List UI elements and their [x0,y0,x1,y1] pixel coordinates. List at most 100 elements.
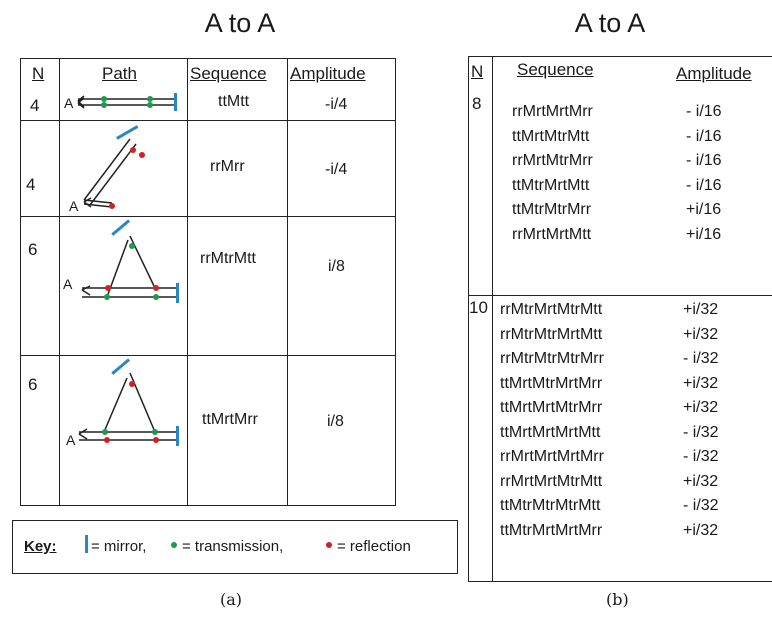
sequence-item: rrMrtMrtMrr [512,103,593,120]
mirror-icon [111,219,131,236]
sequence-item: ttMrtMrtMrtMtt [500,423,601,441]
sequence-item: rrMrtMtrMrr [512,152,593,169]
sequence-item: ttMtrMrtMtt [512,176,590,194]
mirror-icon [111,358,131,375]
mirror-icon [85,535,88,553]
group-n: 8 [472,94,482,113]
row-amplitude: -i/4 [325,96,348,113]
caption-b: (b) [606,590,629,609]
amplitude-item: - i/16 [686,103,722,120]
sequence-item: ttMrtMtrMtt [512,127,590,145]
reflection-icon [153,285,159,291]
table-a-row-divider [20,216,396,217]
transmission-icon [129,243,135,249]
key-box [12,520,458,574]
amplitude-item: - i/32 [683,423,719,441]
header-path: Path [102,64,137,83]
path-label: A [64,95,74,111]
amplitude-item: - i/32 [683,448,719,465]
row-amplitude: i/8 [328,258,345,275]
row-amplitude: i/8 [327,413,344,430]
transmission-icon [147,96,153,102]
reflection-icon [105,285,111,291]
transmission-icon [147,102,153,108]
header-amplitude-b: Amplitude [676,64,752,83]
header-n-b: N [471,62,484,81]
sequence-item: rrMrtMrtMtt [512,225,592,243]
header-n: N [32,64,45,83]
amplitude-item: - i/32 [683,497,719,514]
transmission-icon [102,429,108,435]
sequence-list: rrMtrMrtMtrMtt rrMtrMtrMrtMtt rrMtrMtrMt… [500,298,604,543]
row-sequence: ttMrtMrr [202,411,258,428]
header-sequence-b: Sequence [517,60,594,79]
amplitude-item: +i/32 [683,399,719,416]
mirror-icon [176,283,179,303]
amplitude-item: +i/32 [683,472,719,490]
amplitude-list: +i/32 +i/32 - i/32 +i/32 +i/32 - i/32 - … [683,298,719,543]
sequence-item: rrMtrMtrMtrMrr [500,350,604,367]
reflection-icon [130,147,136,153]
mirror-icon [176,426,179,446]
amplitude-item: +i/32 [683,521,719,539]
amplitude-item: +i/32 [683,325,719,343]
header-amplitude: Amplitude [290,64,366,83]
amplitude-item: +i/16 [686,201,722,218]
table-b-divider [492,56,493,582]
row-sequence: rrMtrMtt [200,250,256,267]
table-b-row-divider [468,295,772,296]
row-n: 4 [26,175,36,194]
transmission-icon [104,294,110,300]
reflection-icon [129,381,135,387]
table-a-row-divider [20,355,396,356]
reflection-icon [153,437,159,443]
sequence-item: ttMrtMrtMtrMrr [500,399,603,416]
row-n: 4 [30,96,40,115]
header-sequence: Sequence [190,64,267,83]
panel-a-table [20,58,396,506]
mirror-icon [116,125,139,140]
sequence-item: ttMtrMtrMrr [512,201,592,218]
sequence-list: rrMrtMrtMrr ttMrtMtrMtt rrMrtMtrMrr ttMt… [512,100,593,247]
panel-b-table [468,56,772,582]
path-label: A [69,198,79,214]
row-n: 6 [28,375,38,394]
sequence-item: rrMrtMrtMrtMrr [500,448,604,465]
transmission-icon [101,96,107,102]
reflection-icon [139,152,145,158]
key-transmission: = transmission, [182,538,284,555]
path-label: A [66,432,76,448]
sequence-item: ttMtrMrtMrtMrr [500,521,603,539]
panel-a-title: A to A [204,8,276,38]
caption-a: (a) [220,590,243,609]
reflection-icon [326,542,332,548]
amplitude-item: - i/32 [683,350,719,367]
sequence-item: ttMtrMtrMtrMtt [500,497,601,514]
sequence-item: rrMtrMrtMtrMtt [500,301,603,318]
panel-b-title: A to A [574,8,646,38]
table-a-divider [187,58,188,506]
amplitude-item: - i/16 [686,152,722,169]
transmission-icon [101,102,107,108]
table-a-row-divider [20,120,396,121]
amplitude-item: +i/16 [686,225,722,243]
amplitude-item: +i/32 [683,374,719,392]
key-reflection: = reflection [337,538,411,555]
amplitude-item: - i/16 [686,176,722,194]
sequence-item: rrMtrMtrMrtMtt [500,325,603,343]
amplitude-list: - i/16 - i/16 - i/16 - i/16 +i/16 +i/16 [686,100,722,247]
row-sequence: rrMrr [210,158,245,175]
table-a-divider [287,58,288,506]
group-n: 10 [469,298,488,317]
reflection-icon [109,203,115,209]
row-sequence: ttMtt [218,93,250,110]
key-label: Key: [24,538,57,555]
key-mirror: = mirror, [91,538,147,555]
amplitude-item: - i/16 [686,127,722,145]
transmission-icon [153,294,159,300]
table-a-divider [59,58,60,506]
